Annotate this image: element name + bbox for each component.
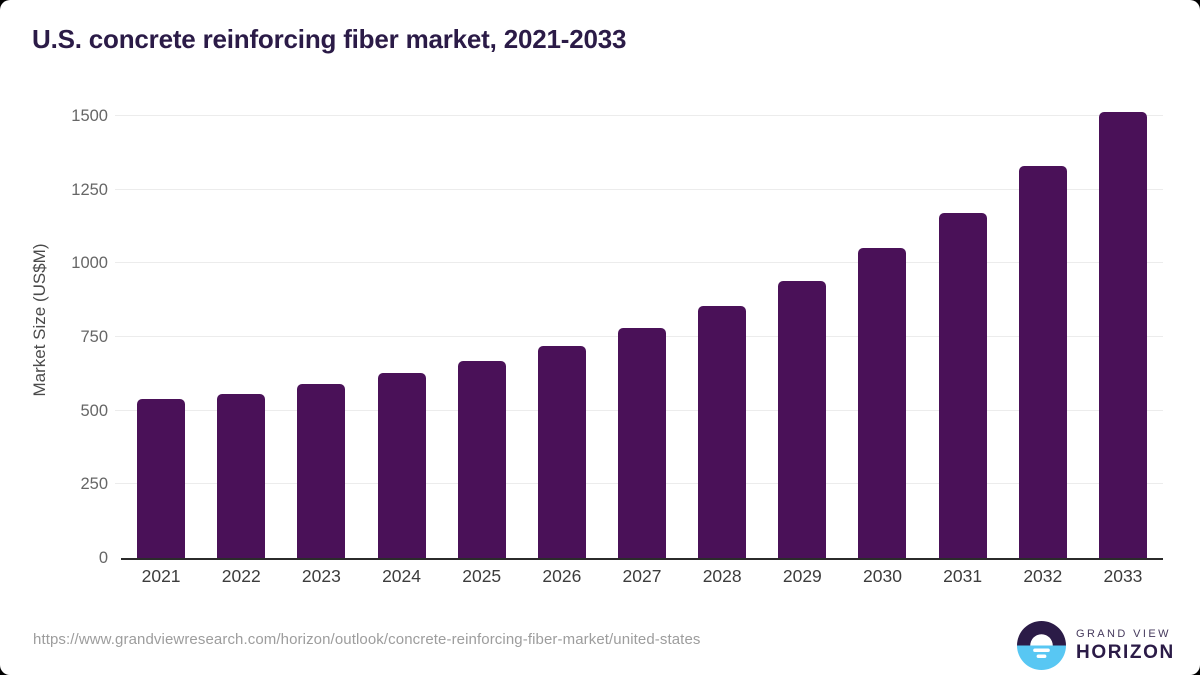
x-tick-label: 2025 [462,566,502,586]
logo-line-grand-view: GRAND VIEW [1076,628,1171,640]
y-tick-label: 1000 [71,254,108,273]
bar-2026 [537,346,586,558]
chart-title: U.S. concrete reinforcing fiber market, … [32,24,627,54]
source-url: https://www.grandviewresearch.com/horizo… [33,631,701,648]
bar-slot [281,116,361,558]
grand-view-horizon-logo: GRAND VIEW HORIZON [1017,621,1175,670]
bar-2032 [1018,166,1067,558]
bar-slot [361,116,441,558]
gridline-1500 [115,115,1163,116]
bar-slot [842,116,922,558]
bar-slot [1003,116,1083,558]
x-tick-label: 2024 [382,566,422,586]
x-tick-label: 2033 [1103,566,1143,586]
y-tick-label: 500 [80,401,108,420]
x-tick-label: 2021 [141,566,181,586]
bar-slot [442,116,522,558]
bar-2024 [377,373,426,558]
bar-slot [682,116,762,558]
bar-2025 [457,361,506,558]
logo-text: GRAND VIEW HORIZON [1076,628,1175,663]
y-tick-label: 0 [98,549,108,567]
gridline-1250 [115,188,1163,190]
bars [121,112,1163,558]
bar-2031 [938,212,987,558]
x-tick-label: 2032 [1023,566,1063,586]
y-tick-label: 750 [80,328,108,346]
x-tick-label: 2023 [301,566,341,586]
x-tick-label: 2022 [221,566,261,586]
bar-2023 [297,384,346,558]
bar-2029 [778,280,827,558]
bar-2021 [137,399,186,558]
bar-2027 [618,328,667,558]
bar-2033 [1098,112,1147,558]
y-tick-label: 1500 [71,107,108,125]
bar-2028 [698,305,747,558]
x-axis-labels: 2021 2022 2023 2024 2025 2026 2027 2028 2029 2030… [121,566,1163,587]
x-tick-label: 2026 [542,566,582,586]
horizon-sun-icon [1017,621,1066,670]
bar-2030 [858,247,907,558]
x-tick-label: 2031 [943,566,983,586]
logo-line-horizon: HORIZON [1076,642,1175,663]
bar-slot [1083,112,1163,558]
bar-slot [522,116,602,558]
x-tick-label: 2029 [782,566,822,586]
x-tick-label: 2030 [863,566,902,586]
x-tick-label: 2028 [702,566,742,586]
bar-slot [762,116,842,558]
bar-slot [602,116,682,558]
bar-2022 [217,393,266,558]
y-tick-label: 250 [80,475,108,494]
bar-slot [121,116,201,558]
plot-area [115,112,1163,560]
y-tick-label: 1250 [71,180,108,199]
y-axis-ticks: 0 250 500 750 1000 1250 1500 [0,107,108,567]
gridline-1000 [115,262,1163,264]
bar-slot [923,116,1003,558]
x-tick-label: 2027 [622,566,662,586]
bar-slot [201,116,281,558]
